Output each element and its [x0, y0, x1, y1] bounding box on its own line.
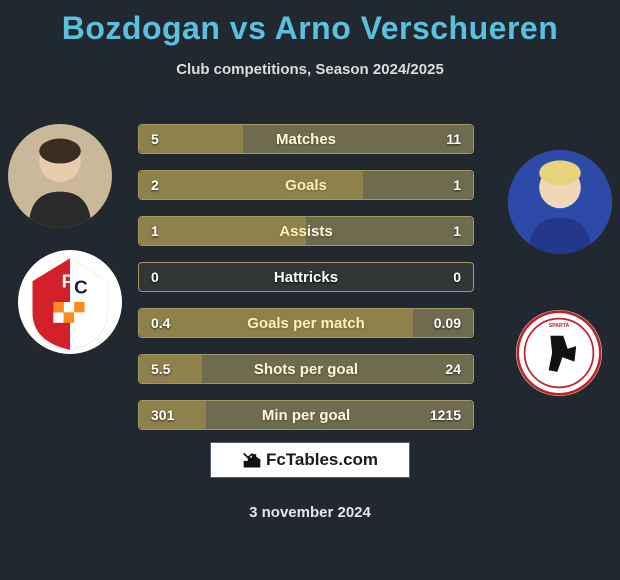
player-right-photo	[508, 150, 612, 254]
person-icon	[8, 124, 112, 228]
stat-right-value: 0	[453, 269, 461, 285]
stat-row: 5.5Shots per goal24	[138, 354, 474, 384]
stat-left-value: 0.4	[151, 315, 170, 331]
stat-left-value: 1	[151, 223, 159, 239]
club-badge-icon: F C	[18, 250, 122, 354]
stat-right-value: 1	[453, 223, 461, 239]
stats-container: 5Matches11 2Goals1 1Assists1 0Hattricks0 0.4…	[138, 124, 474, 446]
stat-row: 1Assists1	[138, 216, 474, 246]
brand-badge: FcTables.com	[210, 442, 410, 478]
stat-left-value: 2	[151, 177, 159, 193]
stat-fill-left	[139, 355, 202, 383]
stat-left-value: 301	[151, 407, 174, 423]
stat-fill-left	[139, 309, 413, 337]
comparison-subtitle: Club competitions, Season 2024/2025	[0, 61, 620, 78]
stat-right-value: 0.09	[434, 315, 461, 331]
stat-label: Hattricks	[139, 269, 473, 286]
brand-text: FcTables.com	[266, 450, 378, 470]
comparison-title: Bozdogan vs Arno Verschueren	[0, 0, 620, 47]
stat-left-value: 0	[151, 269, 159, 285]
stat-row: 2Goals1	[138, 170, 474, 200]
stat-right-value: 1	[453, 177, 461, 193]
stat-fill-left	[139, 171, 363, 199]
stat-row: 0.4Goals per match0.09	[138, 308, 474, 338]
stat-row: 301Min per goal1215	[138, 400, 474, 430]
player-right-club-logo: SPARTA	[516, 310, 602, 396]
stat-fill-right	[202, 355, 473, 383]
person-icon	[508, 150, 612, 254]
svg-text:SPARTA: SPARTA	[549, 323, 570, 329]
player-left-club-logo: F C	[18, 250, 122, 354]
svg-text:C: C	[74, 277, 88, 298]
stat-fill-right	[243, 125, 473, 153]
club-badge-icon: SPARTA	[516, 310, 602, 396]
stat-row: 0Hattricks0	[138, 262, 474, 292]
stat-row: 5Matches11	[138, 124, 474, 154]
stat-fill-right	[306, 217, 473, 245]
stat-right-value: 24	[445, 361, 461, 377]
comparison-date: 3 november 2024	[0, 504, 620, 521]
stat-fill-left	[139, 217, 306, 245]
stat-left-value: 5.5	[151, 361, 170, 377]
chart-icon	[242, 450, 262, 470]
stat-right-value: 1215	[430, 407, 461, 423]
stat-left-value: 5	[151, 131, 159, 147]
svg-text:F: F	[62, 270, 73, 291]
player-left-photo	[8, 124, 112, 228]
stat-right-value: 11	[446, 131, 461, 147]
